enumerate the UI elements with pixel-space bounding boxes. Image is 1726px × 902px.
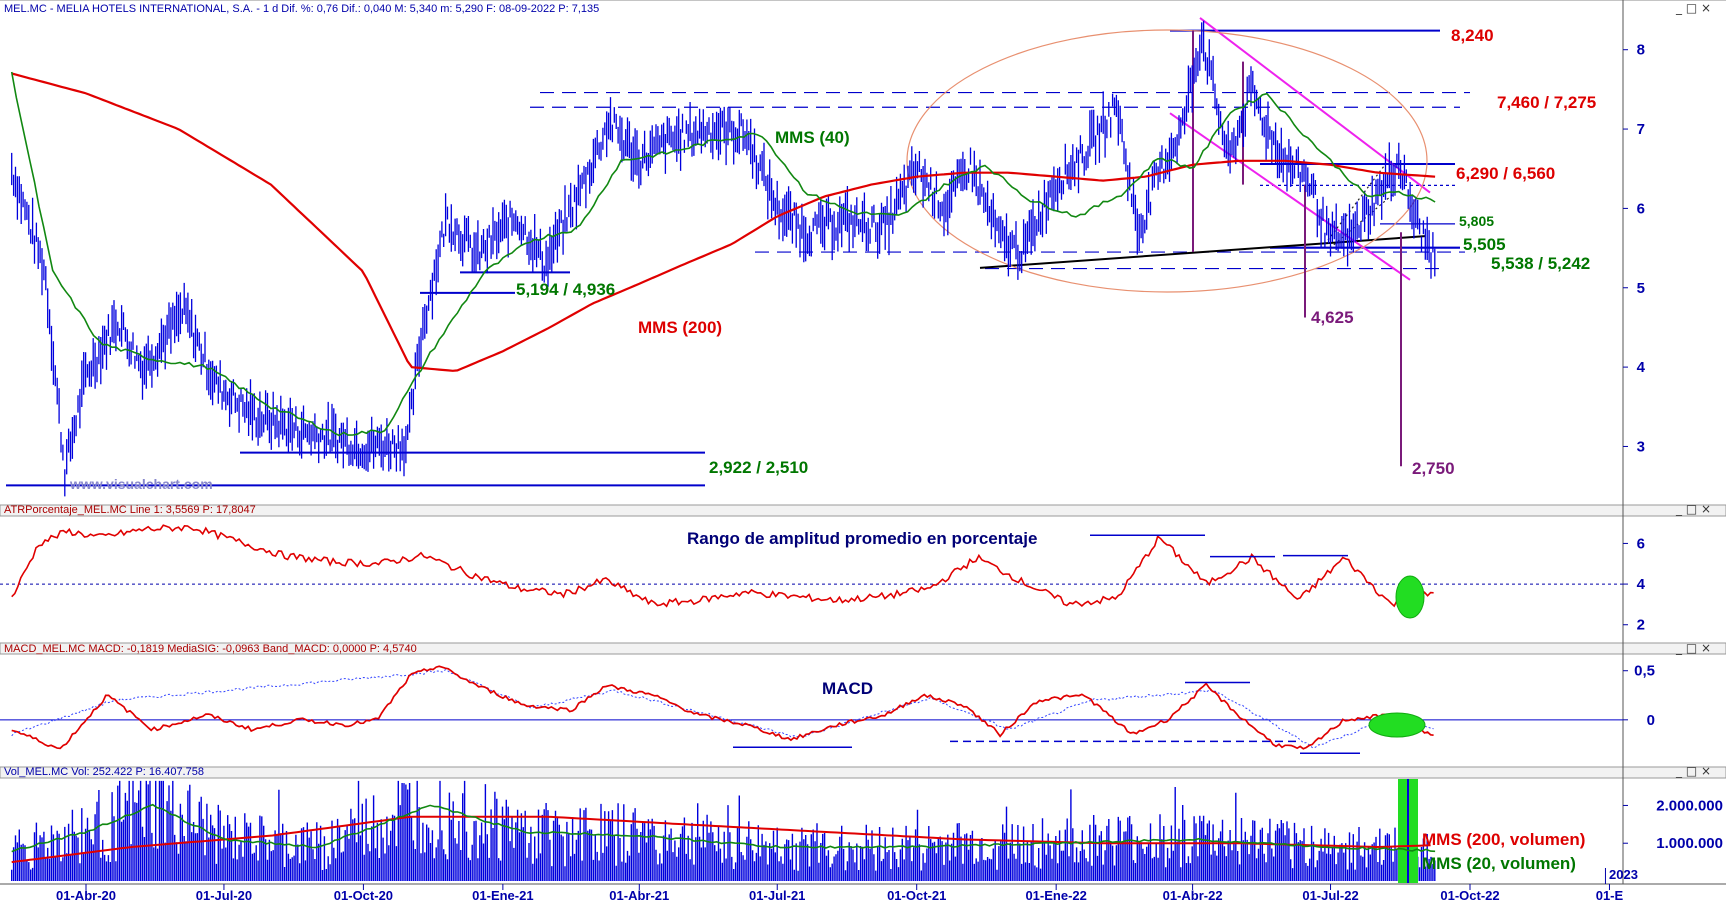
mms200-label: MMS (200) xyxy=(638,318,722,337)
x-year-label: 2023 xyxy=(1609,867,1638,882)
indicator-series xyxy=(0,524,1623,883)
x-tick-label: 01-Abr-22 xyxy=(1163,888,1223,902)
mms40-label: MMS (40) xyxy=(775,128,850,147)
level-label-2922: 2,922 / 2,510 xyxy=(709,458,808,477)
x-tick-label: 01-E xyxy=(1596,888,1624,902)
price-series xyxy=(11,20,1436,497)
level-label-6290: 6,290 / 6,560 xyxy=(1456,164,1555,183)
x-tick-label: 01-Abr-20 xyxy=(56,888,116,902)
macd-title: MACD xyxy=(822,679,873,698)
atr-title: Rango de amplitud promedio en porcentaje xyxy=(687,529,1037,548)
x-tick-label: 01-Oct-22 xyxy=(1440,888,1499,902)
y-tick-label: 5 xyxy=(1637,280,1645,297)
vol-mms20-line xyxy=(11,803,1436,853)
vol200-label: MMS (200, volumen) xyxy=(1422,830,1585,849)
y-tick-label: 6 xyxy=(1637,535,1645,552)
x-tick-label: 01-Ene-22 xyxy=(1025,888,1086,902)
x-tick-label: 01-Ene-21 xyxy=(472,888,533,902)
vol20-label: MMS (20, volumen) xyxy=(1422,854,1576,873)
pane-separator xyxy=(0,766,1726,779)
x-tick-label: 01-Oct-20 xyxy=(334,888,393,902)
level-label-8240: 8,240 xyxy=(1451,26,1494,45)
macd-pane-header: MACD_MEL.MC MACD: -0,1819 MediaSIG: -0,0… xyxy=(4,643,417,655)
level-label-4625: 4,625 xyxy=(1311,308,1354,327)
pane-separator xyxy=(0,504,1726,517)
window-controls-vol[interactable]: _ □ × xyxy=(1675,764,1711,778)
y-tick-label: 2 xyxy=(1637,617,1645,634)
pattern-ellipse xyxy=(906,29,1428,293)
wedge-lower xyxy=(1329,192,1396,249)
y-tick-label: 0 xyxy=(1647,712,1655,729)
macd-signal-line xyxy=(11,669,1434,749)
price-bars xyxy=(11,20,1436,497)
wedge-upper xyxy=(1324,164,1386,245)
level-label-2750: 2,750 xyxy=(1412,459,1455,478)
y-tick-label: 2.000.000 xyxy=(1656,797,1723,814)
atr-pane-header: ATRPorcentaje_MEL.MC Line 1: 3,5569 P: 1… xyxy=(4,504,256,516)
atr-line xyxy=(11,524,1434,608)
y-tick-label: 3 xyxy=(1637,438,1645,455)
level-label-5805: 5,805 xyxy=(1459,213,1494,229)
level-label-5538: 5,538 / 5,242 xyxy=(1491,254,1590,273)
y-tick-label: 4 xyxy=(1637,576,1646,593)
vol-mms200-line xyxy=(11,815,1431,864)
level-label-7460: 7,460 / 7,275 xyxy=(1497,93,1596,112)
pane-separator xyxy=(0,642,1726,655)
x-tick-label: 01-Jul-20 xyxy=(196,888,252,902)
macd-line xyxy=(11,665,1434,750)
watermark: www.visualchart.com xyxy=(69,476,213,492)
axes: 8 7 6 5 4 3 6 4 2 0,5 0 2.000.000 1.000.000 01-Abr-20… xyxy=(56,42,1723,902)
x-tick-label: 01-Oct-21 xyxy=(887,888,946,902)
window-controls-main[interactable]: _ □ × xyxy=(1675,1,1711,15)
level-label-5505: 5,505 xyxy=(1463,235,1506,254)
x-tick-label: 01-Abr-21 xyxy=(609,888,669,902)
y-tick-label: 4 xyxy=(1637,359,1646,376)
price-pane-header: MEL.MC - MELIA HOTELS INTERNATIONAL, S.A… xyxy=(4,3,599,15)
macd-highlight xyxy=(1368,712,1426,738)
y-tick-label: 1.000.000 xyxy=(1656,835,1723,852)
mms40-line xyxy=(10,71,1436,437)
mms200-line xyxy=(11,72,1436,372)
x-tick-label: 01-Jul-21 xyxy=(749,888,805,902)
y-tick-label: 8 xyxy=(1637,42,1645,59)
window-controls-macd[interactable]: _ □ × xyxy=(1675,641,1711,655)
y-tick-label: 6 xyxy=(1637,200,1645,217)
level-label-5194: 5,194 / 4,936 xyxy=(516,280,615,299)
vol-pane-header: Vol_MEL.MC Vol: 252.422 P: 16.407.758 xyxy=(4,766,204,778)
atr-highlight xyxy=(1395,575,1425,619)
moving-averages xyxy=(10,71,1436,437)
y-tick-label: 0,5 xyxy=(1634,663,1655,680)
volume-bars xyxy=(11,780,1436,881)
x-tick-label: 01-Jul-22 xyxy=(1302,888,1358,902)
y-tick-label: 7 xyxy=(1637,121,1645,138)
window-controls-atr[interactable]: _ □ × xyxy=(1675,502,1711,516)
